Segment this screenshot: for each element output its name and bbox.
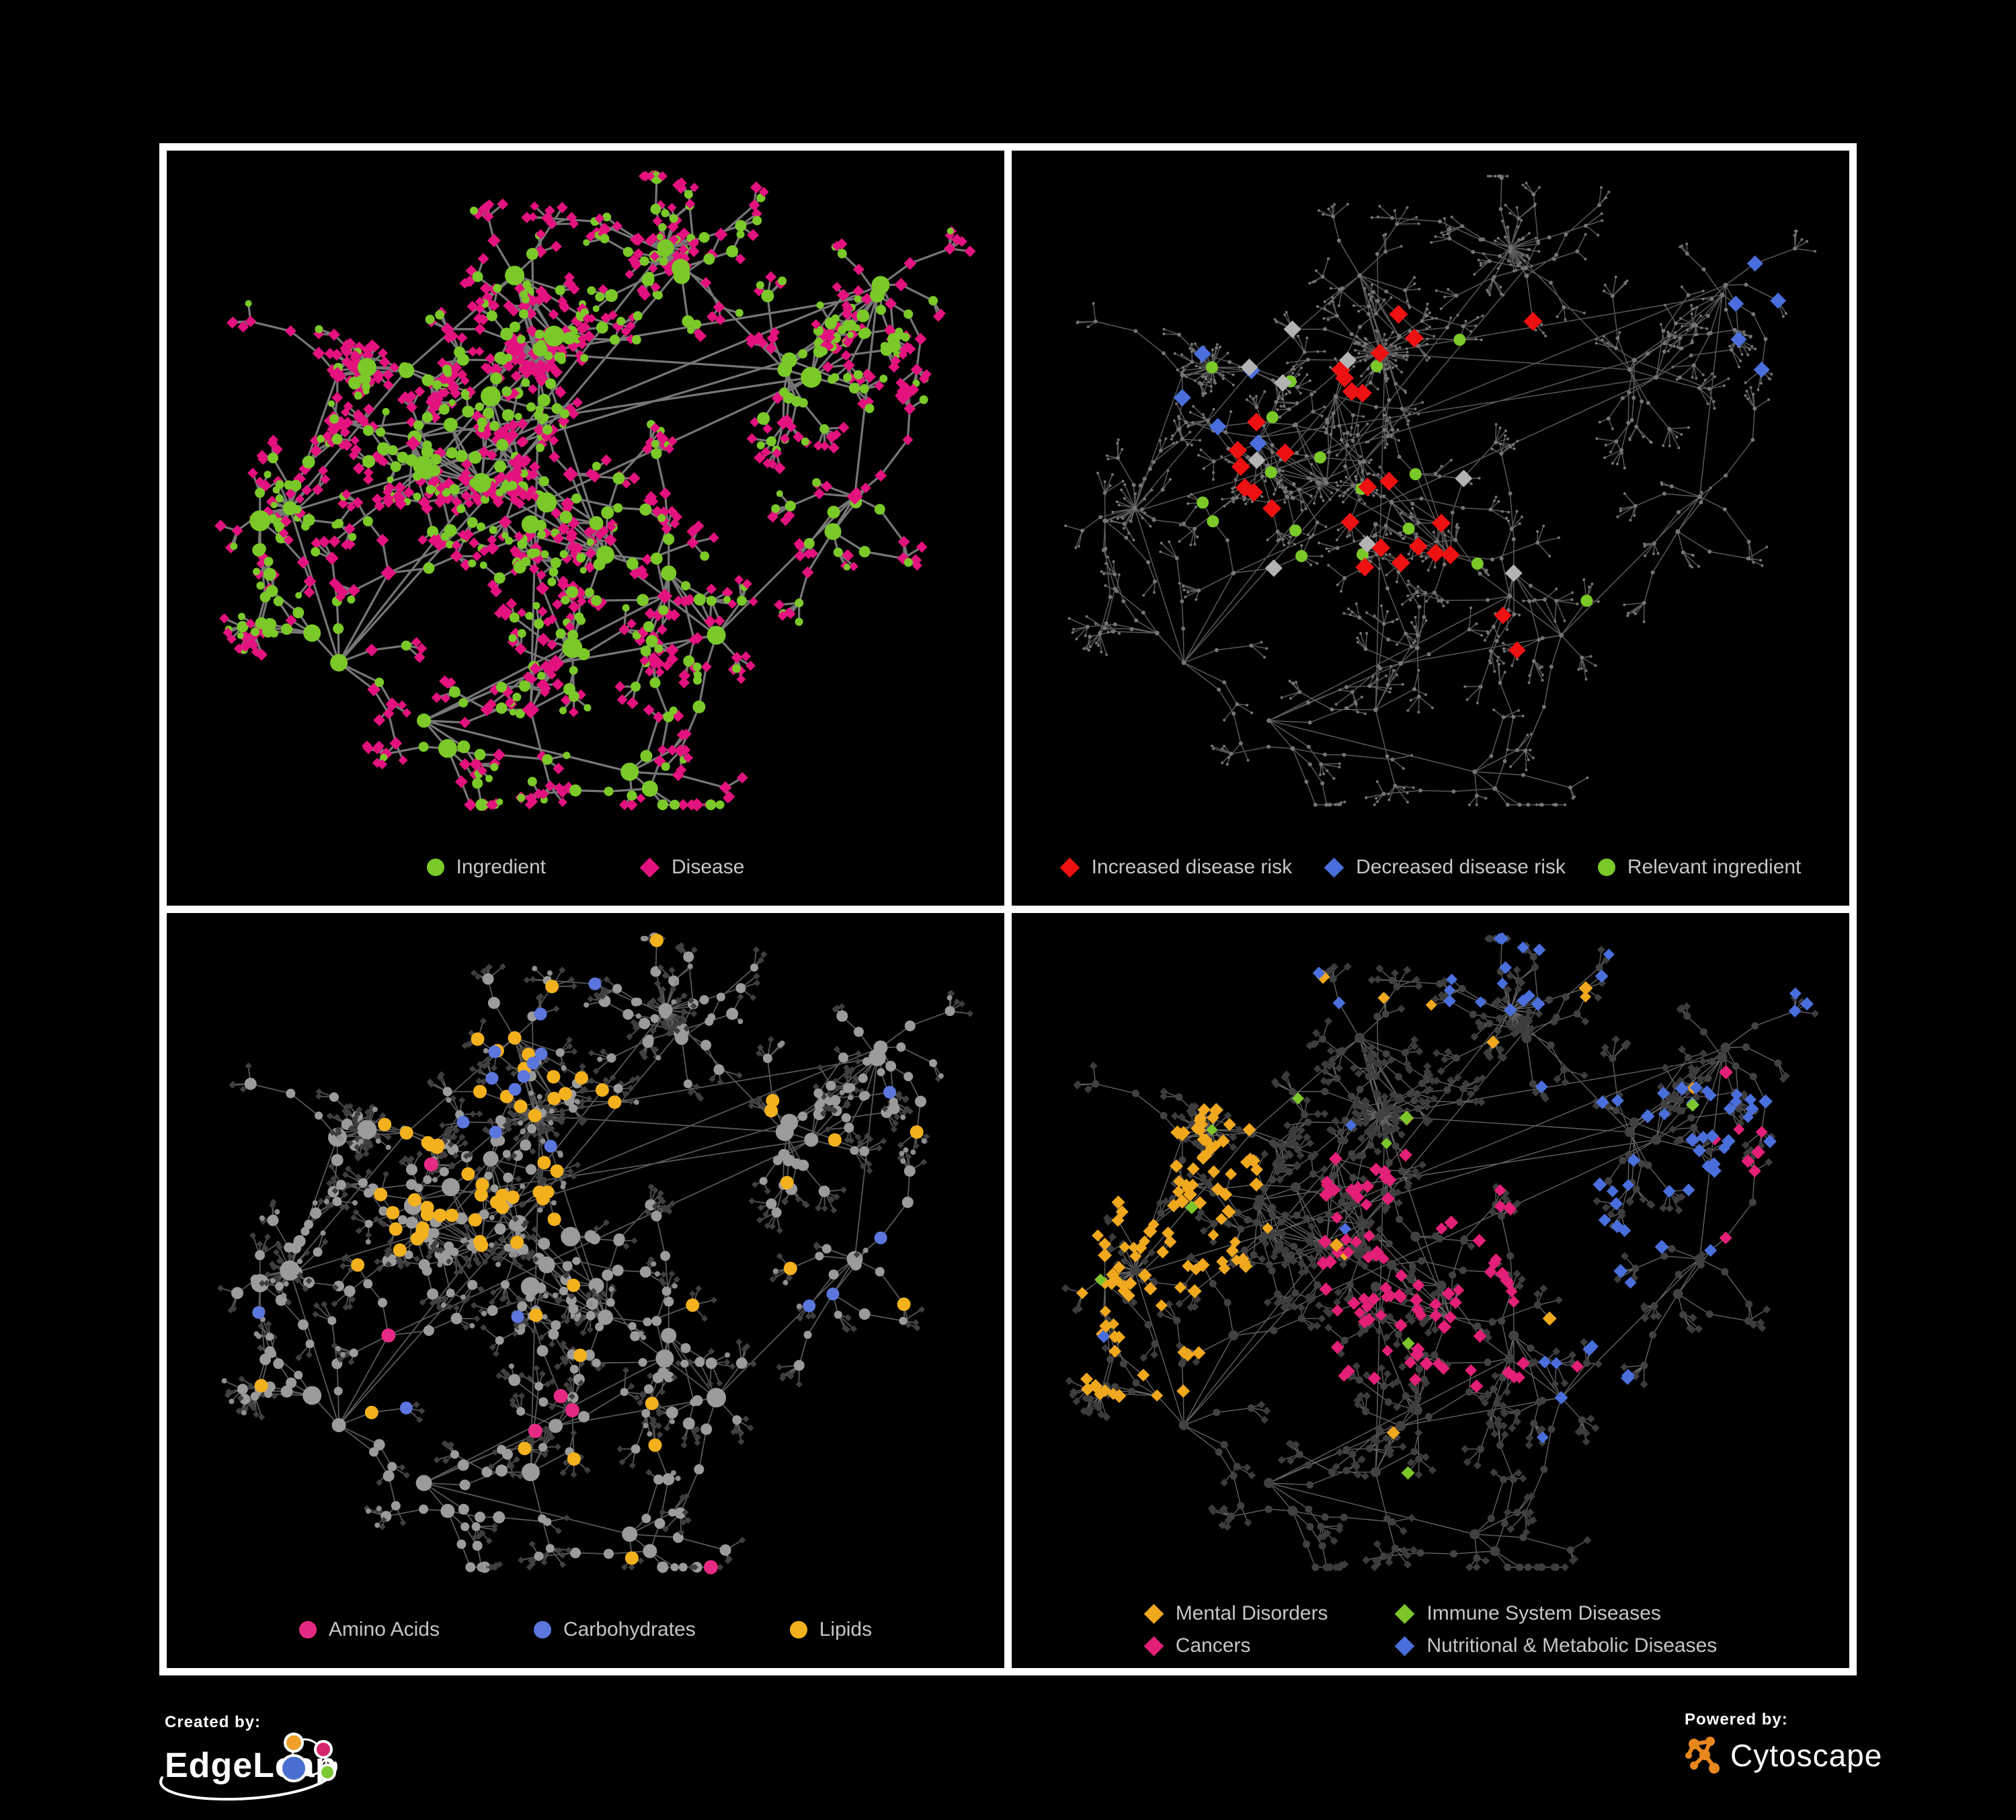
- panel-ingredient-disease: Ingredient Disease: [167, 151, 1004, 906]
- graph-nodes-circle-highlight: [303, 624, 348, 672]
- legend-label-immune-diseases: Immune System Diseases: [1426, 1602, 1661, 1624]
- network-svg: [1064, 174, 1816, 807]
- graph-nodes-circle-highlight: [1197, 333, 1593, 607]
- graph-nodes-diamond: [238, 235, 917, 812]
- immune-diseases-swatch-icon: [1395, 1604, 1415, 1624]
- edgeleap-wordmark: EdgeLeap: [165, 1746, 337, 1785]
- cancers-swatch-icon: [1143, 1636, 1164, 1656]
- graph-nodes-diamond-highlight: [522, 654, 565, 719]
- created-by-label: Created by:: [165, 1713, 261, 1731]
- legend-label-relevant-ingredient: Relevant ingredient: [1627, 856, 1802, 878]
- edgeleap-credit: Created by: EdgeLeap: [159, 1713, 337, 1801]
- legend-item-ingredient: Ingredient: [426, 856, 547, 879]
- legend-item-cancers: Cancers: [1143, 1634, 1328, 1657]
- graph-nodes-diamond: [225, 170, 976, 811]
- network-graph-disease-risk: [1012, 151, 1849, 906]
- network-graph-nutrient-classes: [167, 913, 1004, 1668]
- legend-ingredient-disease: Ingredient Disease: [167, 856, 1004, 879]
- legend-label-ingredient: Ingredient: [456, 856, 547, 878]
- graph-nodes-diamond-highlight: [1354, 1123, 1745, 1370]
- edgeleap-node-orange: [284, 1733, 304, 1753]
- graph-nodes-diamond: [214, 181, 957, 811]
- graph-nodes-circle: [250, 976, 898, 1572]
- graph-nodes-circle: [221, 936, 953, 1570]
- legend-item-immune-diseases: Immune System Diseases: [1395, 1602, 1717, 1625]
- graph-nodes-diamond-highlight: [1080, 1035, 1500, 1440]
- edgeleap-node-pink: [314, 1740, 333, 1759]
- legend-item-disease: Disease: [639, 856, 745, 879]
- panel-disease-risk: Increased disease risk Decreased disease…: [1012, 151, 1849, 906]
- legend-label-amino-acids: Amino Acids: [328, 1618, 440, 1640]
- graph-nodes-diamond-highlight: [1173, 345, 1267, 452]
- network-svg: [217, 933, 974, 1575]
- graph-nodes-diamond-highlight: [510, 452, 528, 470]
- disease-swatch-icon: [639, 857, 660, 877]
- legend-item-decreased-risk: Decreased disease risk: [1324, 856, 1566, 879]
- graph-nodes-circle: [259, 973, 927, 1573]
- legend-label-lipids: Lipids: [819, 1618, 873, 1640]
- legend-label-disease: Disease: [672, 856, 745, 878]
- legend-item-increased-risk: Increased disease risk: [1059, 856, 1293, 879]
- network-svg: [214, 170, 976, 812]
- panel-disease-classes: Mental Disorders Immune System Diseases …: [1012, 913, 1849, 1668]
- cytoscape-logo-icon: [1685, 1737, 1720, 1774]
- decreased-risk-swatch-icon: [1324, 857, 1344, 877]
- graph-edges: [1065, 175, 1816, 805]
- legend-disease-classes: Mental Disorders Immune System Diseases …: [1012, 1602, 1849, 1657]
- network-svg: [1061, 932, 1819, 1571]
- relevant-ingredient-swatch-icon: [1597, 859, 1615, 876]
- panel-grid: Ingredient Disease Increased disease ris…: [159, 143, 1857, 1675]
- graph-nodes-circle: [1129, 1025, 1731, 1556]
- legend-label-decreased-risk: Decreased disease risk: [1356, 856, 1566, 878]
- graph-nodes-diamond-highlight: [1339, 941, 1802, 1443]
- graph-nodes-circle-highlight: [641, 781, 658, 797]
- legend-label-increased-risk: Increased disease risk: [1091, 856, 1293, 878]
- graph-nodes-circle-highlight: [657, 239, 842, 541]
- legend-label-cancers: Cancers: [1175, 1634, 1251, 1657]
- legend-item-lipids: Lipids: [789, 1618, 873, 1641]
- legend-nutrient-classes: Amino Acids Carbohydrates Lipids: [167, 1618, 1004, 1641]
- graph-nodes-diamond-highlight: [1399, 1111, 1414, 1125]
- edgeleap-node-green: [319, 1764, 336, 1781]
- panel-nutrient-classes: Amino Acids Carbohydrates Lipids: [167, 913, 1004, 1668]
- legend-item-amino-acids: Amino Acids: [298, 1618, 440, 1641]
- cytoscape-logo: Cytoscape: [1685, 1735, 1882, 1776]
- graph-nodes-circle: [1080, 174, 1798, 807]
- legend-item-mental-disorders: Mental Disorders: [1143, 1602, 1328, 1625]
- legend-label-carbohydrates: Carbohydrates: [563, 1618, 696, 1640]
- edgeleap-logo-icon: [280, 1733, 336, 1782]
- legend-item-relevant-ingredient: Relevant ingredient: [1597, 856, 1802, 879]
- carbohydrates-swatch-icon: [533, 1621, 551, 1638]
- mental-disorders-swatch-icon: [1143, 1604, 1164, 1624]
- network-graph-ingredient-disease: [167, 151, 1004, 906]
- increased-risk-swatch-icon: [1059, 857, 1080, 877]
- edgeleap-node-blue: [280, 1754, 308, 1782]
- amino-acids-swatch-icon: [298, 1621, 317, 1638]
- edgeleap-logo: EdgeLeap: [159, 1733, 337, 1801]
- legend-item-carbohydrates: Carbohydrates: [533, 1618, 696, 1641]
- legend-label-mental-disorders: Mental Disorders: [1175, 1602, 1328, 1624]
- nutritional-metabolic-swatch-icon: [1395, 1636, 1415, 1656]
- cytoscape-wordmark: Cytoscape: [1730, 1738, 1883, 1773]
- network-graph-disease-classes: [1012, 913, 1849, 1668]
- legend-label-nutritional-metabolic: Nutritional & Metabolic Diseases: [1426, 1634, 1718, 1657]
- ingredient-swatch-icon: [426, 859, 444, 876]
- legend-disease-risk: Increased disease risk Decreased disease…: [1012, 856, 1849, 879]
- graph-nodes-circle: [231, 933, 825, 1524]
- graph-nodes-diamond-highlight: [1402, 1337, 1415, 1350]
- lipids-swatch-icon: [789, 1621, 807, 1638]
- graph-nodes-diamond-highlight: [1494, 606, 1526, 659]
- graph-nodes-diamond: [219, 171, 957, 810]
- cytoscape-credit: Powered by:: [1685, 1710, 1882, 1776]
- powered-by-label: Powered by:: [1685, 1710, 1788, 1729]
- legend-item-nutritional-metabolic: Nutritional & Metabolic Diseases: [1395, 1634, 1717, 1657]
